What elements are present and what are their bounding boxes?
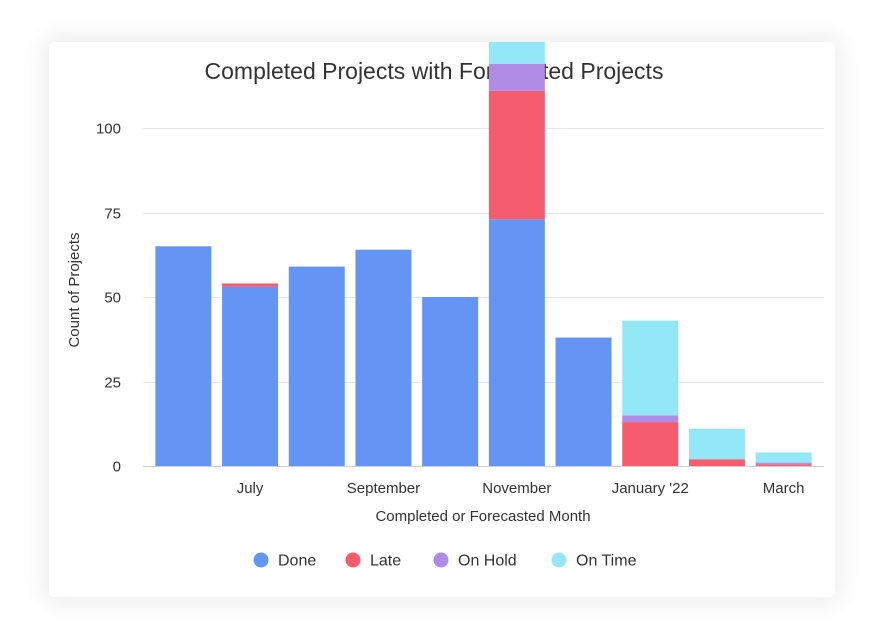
y-tick-label: 75 [104, 206, 121, 223]
legend-swatch [253, 552, 269, 568]
bar-segment-done[interactable] [222, 286, 279, 466]
legend-item-done[interactable]: Done [253, 552, 317, 570]
x-tick-label: July [237, 480, 264, 497]
bar-segment-on-time[interactable] [755, 452, 812, 463]
legend: Done Late On Hold On Time [253, 552, 637, 570]
chart-title: Completed Projects with Forecasted Proje… [205, 58, 664, 84]
bar-segment-on-time[interactable] [622, 320, 679, 416]
y-tick-label: 50 [104, 290, 121, 307]
bar-segment-late[interactable] [488, 90, 545, 220]
x-tick-label: January '22 [612, 480, 689, 497]
bar-segment-done[interactable] [422, 297, 479, 466]
bar-segment-on-hold[interactable] [488, 63, 545, 91]
x-tick-label: September [347, 480, 420, 497]
bar-segment-done[interactable] [288, 266, 345, 466]
bar-segment-late[interactable] [622, 422, 679, 466]
x-tick-label: March [763, 480, 805, 497]
legend-label: On Hold [458, 553, 517, 570]
legend-item-on-time[interactable]: On Time [551, 552, 637, 570]
bar-segment-late[interactable] [222, 283, 279, 287]
y-tick-label: 0 [113, 459, 121, 476]
legend-label: Done [278, 553, 316, 570]
y-tick-label: 100 [96, 121, 121, 138]
legend-item-on-hold[interactable]: On Hold [433, 552, 517, 570]
y-tick-label: 25 [104, 375, 121, 392]
chart-card: Completed Projects with Forecasted Proje… [49, 42, 835, 597]
x-axis-ticks: July September November January '22 March [237, 480, 805, 497]
legend-swatch [551, 552, 567, 568]
bars [155, 42, 812, 466]
bar-segment-late[interactable] [688, 459, 745, 466]
x-axis-label: Completed or Forecasted Month [375, 508, 590, 525]
legend-item-late[interactable]: Late [345, 552, 402, 570]
x-tick-label: November [482, 480, 551, 497]
y-axis-ticks: 0 25 50 75 100 [96, 121, 121, 476]
legend-label: On Time [576, 553, 637, 570]
legend-label: Late [370, 553, 401, 570]
bar-segment-done[interactable] [355, 249, 412, 466]
legend-swatch [345, 552, 361, 568]
bar-segment-done[interactable] [555, 337, 612, 466]
bar-segment-on-time[interactable] [488, 42, 545, 64]
bar-segment-on-hold[interactable] [622, 415, 679, 423]
chart: Completed Projects with Forecasted Proje… [66, 42, 824, 570]
bar-segment-done[interactable] [155, 246, 212, 466]
bar-segment-on-hold[interactable] [755, 462, 812, 465]
bar-segment-done[interactable] [488, 219, 545, 466]
y-axis-label: Count of Projects [66, 232, 83, 347]
bar-segment-on-time[interactable] [688, 428, 745, 460]
bar-segment-late[interactable] [755, 464, 812, 466]
legend-swatch [433, 552, 449, 568]
